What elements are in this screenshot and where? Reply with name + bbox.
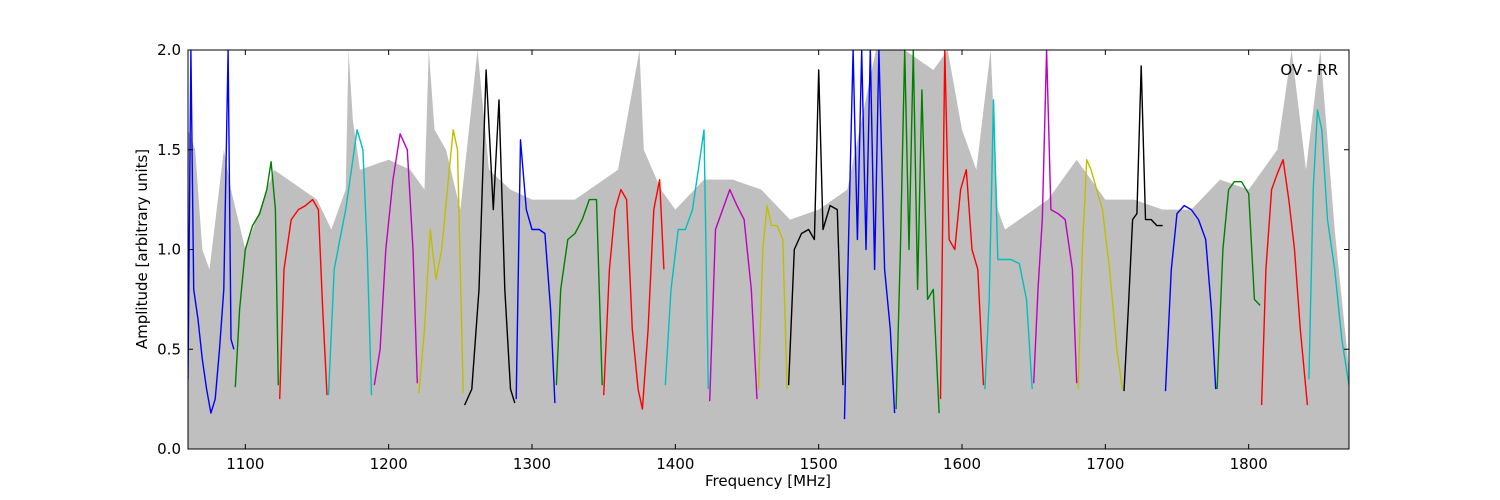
- x-tick-label: 1200: [370, 455, 408, 473]
- x-axis-label: Frequency [MHz]: [705, 472, 831, 490]
- series-line-6: [418, 129, 464, 394]
- series-line-21: [1123, 65, 1163, 392]
- series-line-7: [463, 69, 516, 406]
- plot-area: [187, 49, 1350, 450]
- x-tick-label: 1400: [656, 455, 694, 473]
- y-tick-label: 1.5: [157, 141, 181, 159]
- y-tick-label: 1.0: [157, 241, 181, 259]
- series-line-13: [757, 204, 788, 390]
- series-line-9: [555, 198, 603, 386]
- x-tick-label: 1700: [1086, 455, 1124, 473]
- series-line-20: [1077, 158, 1124, 390]
- series-line-3: [279, 198, 328, 400]
- series-line-4: [327, 129, 373, 396]
- series-line-12: [709, 188, 758, 402]
- series-layer: [188, 50, 1349, 420]
- series-line-5: [373, 133, 418, 386]
- series-line-23: [1216, 180, 1261, 390]
- series-line-19: [1033, 50, 1078, 384]
- x-axis: 1100 1200 1300 1400 1500 1600 1700 1800: [226, 50, 1268, 473]
- series-line-8: [515, 139, 556, 404]
- x-tick-label: 1300: [513, 455, 551, 473]
- series-line-1: [188, 50, 235, 414]
- series-line-15: [843, 50, 896, 420]
- series-line-10: [603, 178, 665, 410]
- y-tick-label: 0.5: [157, 340, 181, 358]
- x-tick-label: 1100: [226, 455, 264, 473]
- series-line-11: [664, 129, 709, 390]
- y-axis: 0.0 0.5 1.0 1.5 2.0: [157, 41, 1349, 458]
- series-line-22: [1164, 204, 1217, 392]
- series-line-16: [895, 50, 940, 414]
- envelope-area: [188, 50, 1349, 449]
- series-line-17: [939, 50, 985, 400]
- y-axis-label: Amplitude [arbitrary units]: [133, 149, 151, 349]
- y-tick-label: 2.0: [157, 41, 181, 59]
- y-tick-label: 0.0: [157, 440, 181, 458]
- series-line-24: [1260, 158, 1309, 406]
- series-line-2: [234, 160, 279, 388]
- x-tick-label: 1600: [943, 455, 981, 473]
- background-envelope: [188, 50, 1349, 449]
- series-line-14: [787, 69, 844, 386]
- chart-annotation: OV - RR: [1280, 61, 1338, 79]
- x-tick-label: 1500: [800, 455, 838, 473]
- series-line-18: [984, 99, 1033, 390]
- series-line-25: [1308, 109, 1349, 386]
- x-tick-label: 1800: [1230, 455, 1268, 473]
